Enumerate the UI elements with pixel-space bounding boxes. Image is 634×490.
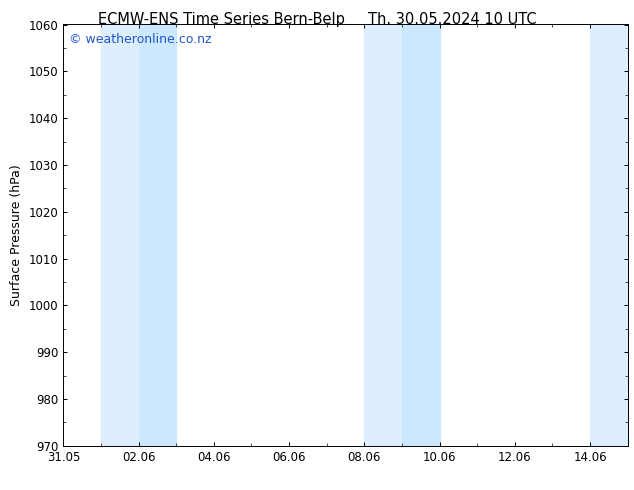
Bar [402, 24, 439, 446]
Bar [139, 24, 176, 446]
Y-axis label: Surface Pressure (hPa): Surface Pressure (hPa) [10, 164, 23, 306]
Bar [101, 24, 139, 446]
Bar [365, 24, 402, 446]
Text: ECMW-ENS Time Series Bern-Belp     Th. 30.05.2024 10 UTC: ECMW-ENS Time Series Bern-Belp Th. 30.05… [98, 12, 536, 27]
Text: © weatheronline.co.nz: © weatheronline.co.nz [69, 33, 212, 46]
Bar [590, 24, 628, 446]
